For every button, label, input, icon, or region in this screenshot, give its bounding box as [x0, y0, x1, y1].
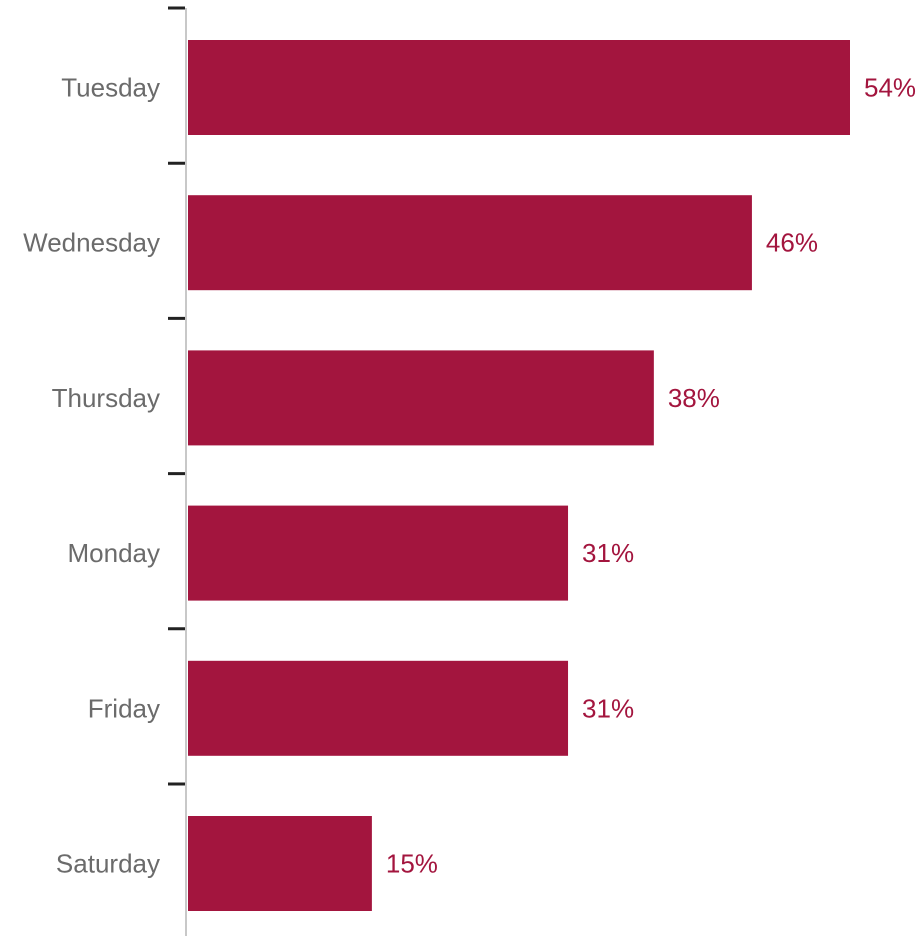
value-label: 38%	[668, 383, 720, 413]
bar-saturday	[188, 816, 372, 911]
value-label: 54%	[864, 73, 916, 103]
bar-thursday	[188, 350, 654, 446]
axis-ticks	[168, 6, 185, 786]
category-label: Friday	[88, 693, 160, 723]
value-label: 31%	[582, 538, 634, 568]
value-label: 46%	[766, 228, 818, 258]
bar-wednesday	[188, 195, 752, 291]
bar-friday	[188, 660, 569, 756]
category-labels: Tuesday Wednesday Thursday Monday Friday Satu…	[23, 73, 160, 879]
category-label: Monday	[68, 538, 161, 568]
bar-group	[188, 40, 850, 911]
category-label: Wednesday	[23, 228, 160, 258]
value-label: 15%	[386, 849, 438, 879]
bar-tuesday	[188, 40, 850, 135]
category-label: Tuesday	[61, 73, 160, 103]
category-label: Saturday	[56, 849, 160, 879]
bar-monday	[188, 505, 569, 601]
value-label: 31%	[582, 693, 634, 723]
category-label: Thursday	[52, 383, 160, 413]
value-labels: 54% 46% 38% 31% 31% 15%	[386, 73, 916, 879]
